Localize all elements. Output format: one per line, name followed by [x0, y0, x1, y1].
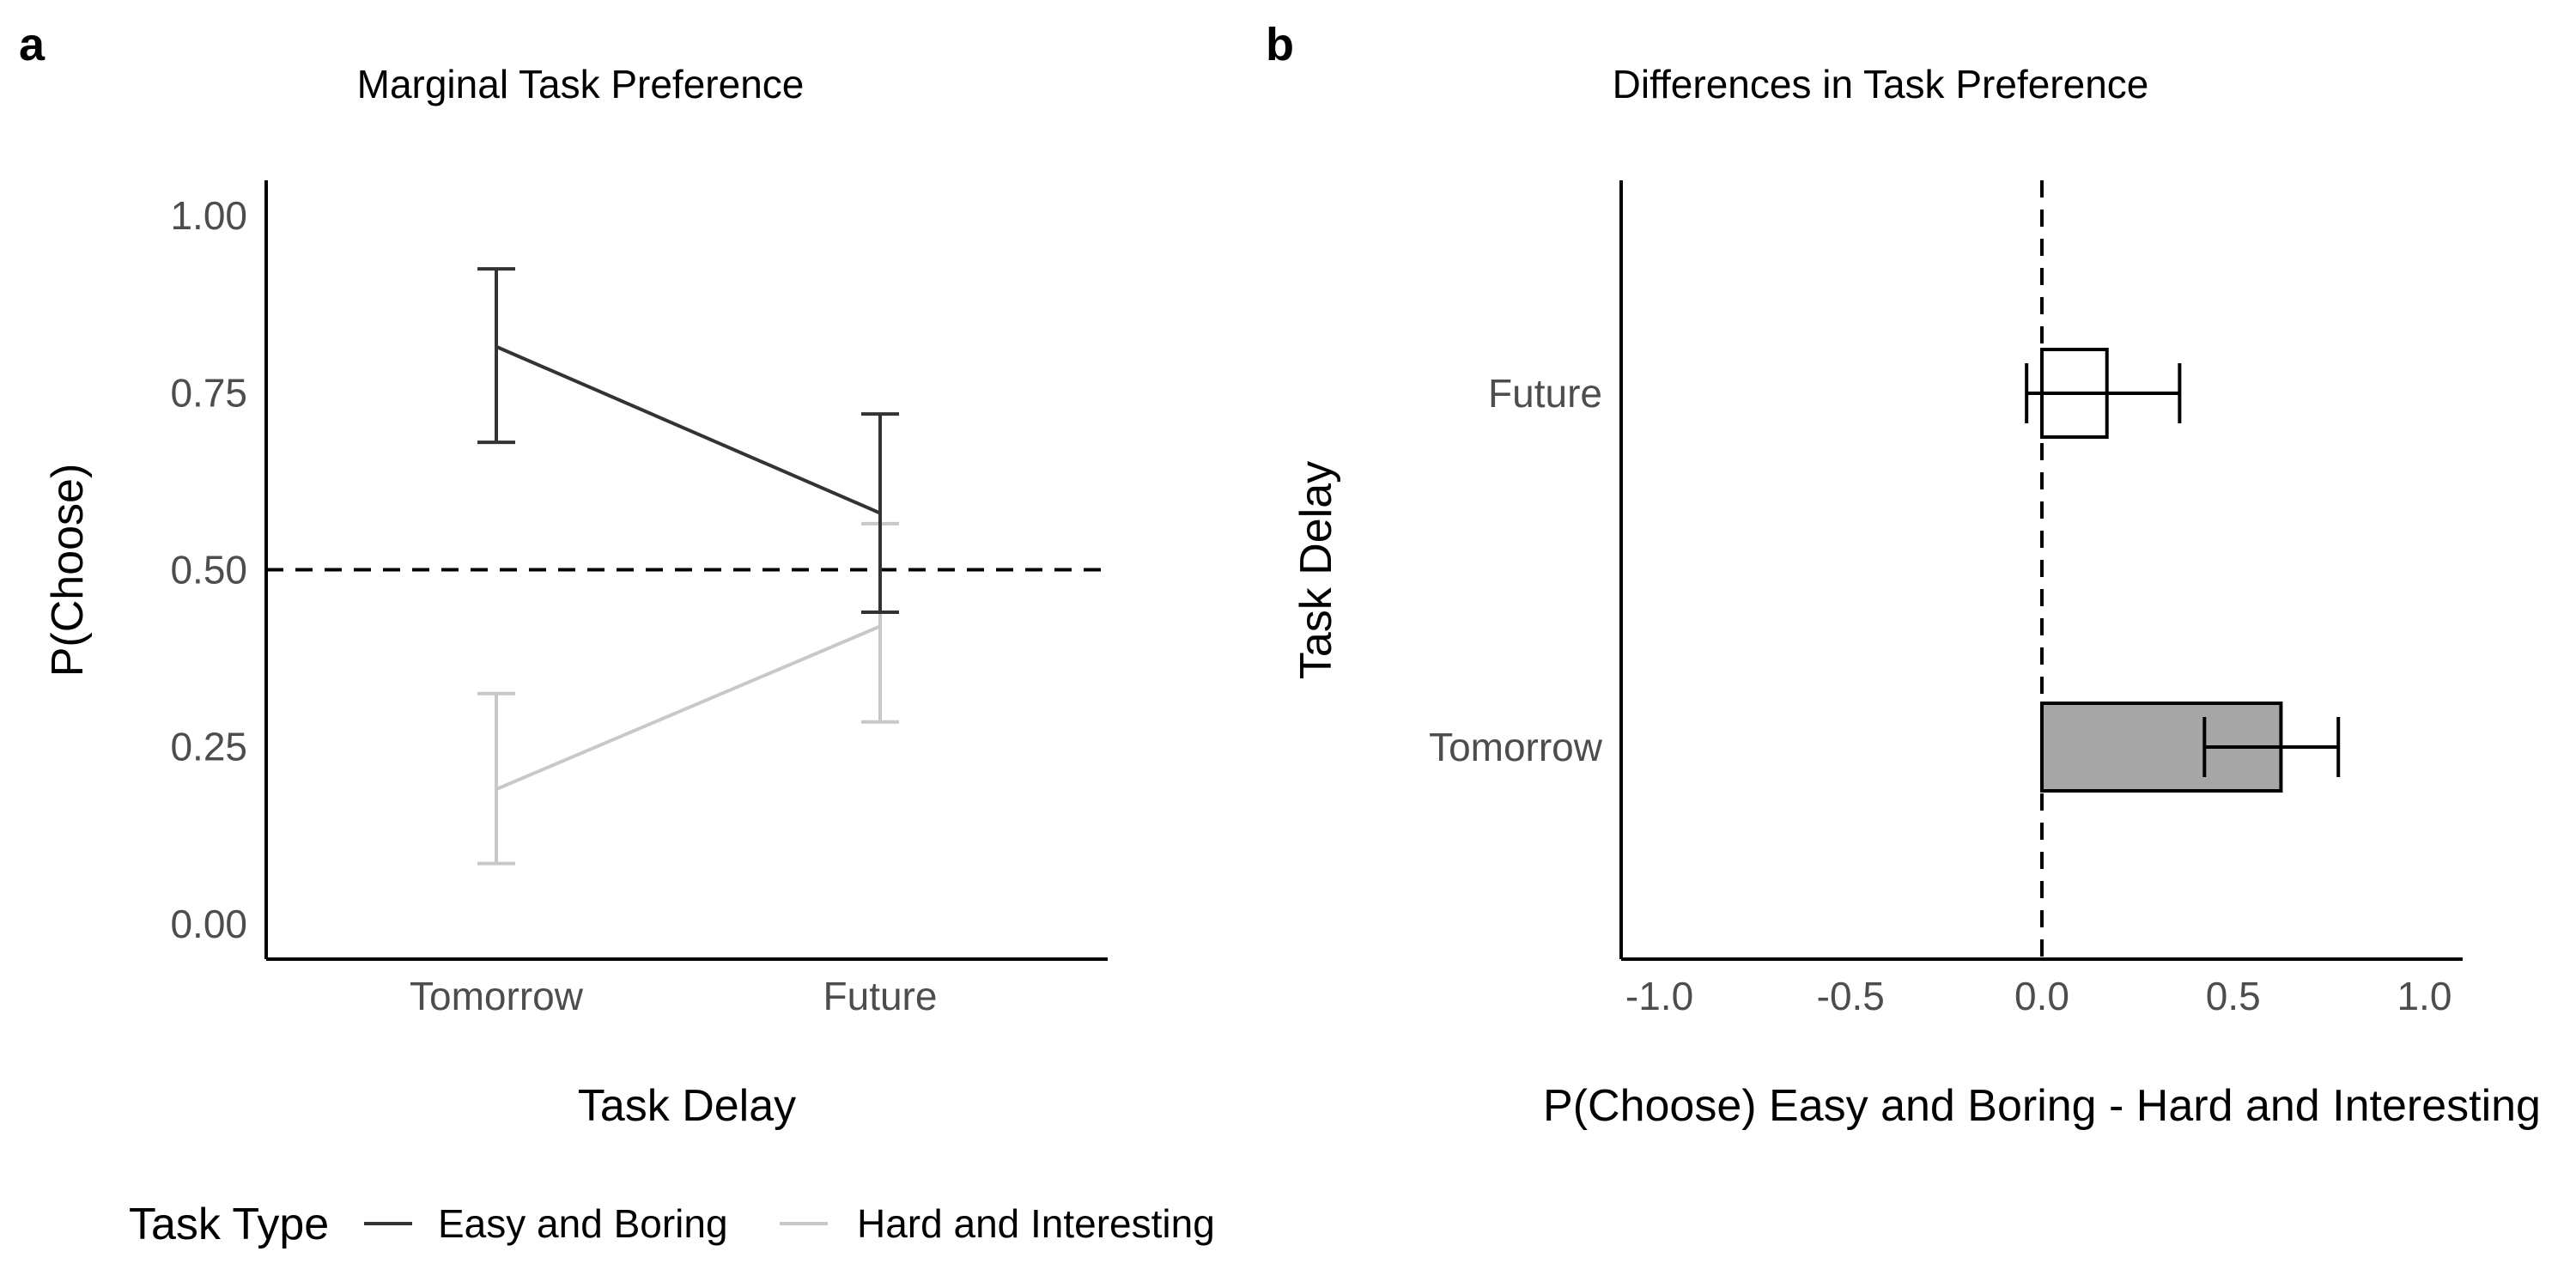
legend-label-hard-interesting: Hard and Interesting	[857, 1201, 1215, 1246]
series-hard-interesting	[477, 521, 899, 866]
panel-label-a: a	[19, 19, 46, 70]
panel-b-x-tick-label: 1.0	[2397, 974, 2451, 1018]
panel-b-x-tick-label: -0.5	[1817, 974, 1885, 1018]
legend-title: Task Type	[129, 1200, 329, 1249]
panel-b-x-tick-label: 0.0	[2014, 974, 2069, 1018]
panel-b-x-axis-title: P(Choose) Easy and Boring - Hard and Int…	[1543, 1081, 2541, 1131]
panel-b-bars	[2025, 348, 2341, 793]
panel-a-marginal-preference: Marginal Task Preference Task Delay P(Ch…	[43, 62, 1108, 1131]
panel-a-y-tick-label: 0.75	[170, 370, 247, 415]
errorbar-easy-boring	[477, 267, 515, 445]
panel-a-y-tick-label: 0.00	[170, 902, 247, 946]
panel-a-x-tick-label: Future	[823, 974, 938, 1018]
panel-a-series	[477, 267, 899, 866]
panel-b-x-ticks: -1.0 -0.5 0.0 0.5 1.0	[1625, 974, 2452, 1018]
panel-a-x-tick-label: Tomorrow	[410, 974, 584, 1018]
data-point-easy-boring	[495, 344, 498, 349]
panel-a-x-axis-title: Task Delay	[578, 1081, 796, 1131]
panel-a-x-ticks: Tomorrow Future	[410, 974, 937, 1018]
panel-a-y-axis-title: P(Choose)	[43, 464, 93, 677]
panel-a-y-tick-label: 1.00	[170, 193, 247, 238]
series-line-easy-boring	[495, 344, 881, 515]
series-easy-boring	[477, 267, 899, 614]
panel-b-difference-preference: Differences in Task Preference P(Choose)…	[1291, 62, 2541, 1131]
bar-group-future	[2025, 348, 2182, 439]
panel-b-title: Differences in Task Preference	[1613, 62, 2149, 106]
panel-b-x-tick-label: 0.5	[2206, 974, 2261, 1018]
bar-group-tomorrow	[2040, 702, 2341, 793]
panel-b-y-axis-title: Task Delay	[1291, 461, 1341, 679]
panel-b-y-ticks: Future Tomorrow	[1429, 371, 1603, 769]
data-point-easy-boring	[878, 511, 882, 515]
panel-a-title: Marginal Task Preference	[357, 62, 805, 106]
errorbar-hard-interesting	[477, 691, 515, 866]
panel-a-y-tick-label: 0.50	[170, 548, 247, 592]
legend-label-easy-boring: Easy and Boring	[438, 1201, 728, 1246]
legend: Task Type Easy and Boring Hard and Inter…	[129, 1200, 1215, 1249]
data-point-hard-interesting	[878, 624, 882, 629]
panel-b-y-tick-label: Future	[1488, 371, 1602, 416]
panel-b-x-tick-label: -1.0	[1625, 974, 1693, 1018]
data-point-hard-interesting	[495, 787, 498, 792]
panel-b-y-tick-label: Tomorrow	[1429, 725, 1603, 769]
series-line-hard-interesting	[495, 624, 881, 791]
panel-a-y-ticks: 0.00 0.25 0.50 0.75 1.00	[170, 193, 247, 946]
panel-label-b: b	[1266, 19, 1294, 70]
panel-a-y-tick-label: 0.25	[170, 725, 247, 769]
